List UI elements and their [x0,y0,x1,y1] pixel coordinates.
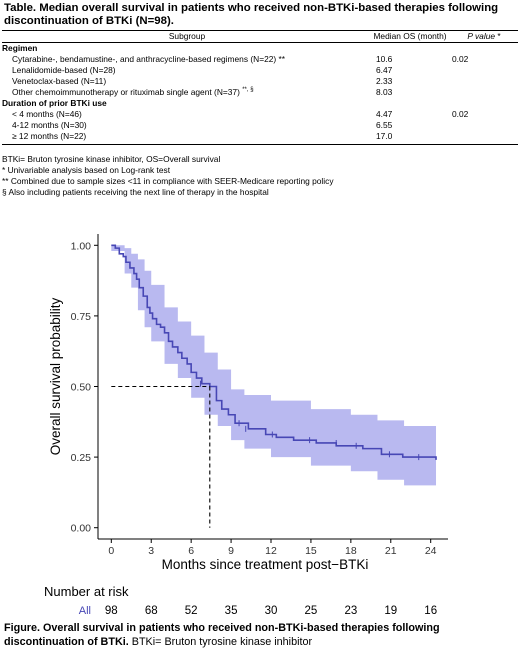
table-footnotes: BTKi= Bruton tyrosine kinase inhibitor, … [2,154,334,198]
table-row: Venetoclax-based (N=11) 2.33 [2,76,518,87]
footnote: BTKi= Bruton tyrosine kinase inhibitor, … [2,154,221,164]
y-tick-label: 0.50 [71,382,92,394]
row-os: 17.0 [376,131,393,141]
y-tick-label: 0.25 [71,452,92,464]
y-tick-label: 0.75 [71,311,92,323]
km-survival-chart: 0 3 6 9 12 15 18 21 24 0.00 0.25 0.50 0.75 1.00 Month… [44,234,448,617]
group-row-regimen: Regimen [2,43,518,54]
table-row: Other chemoimmunotherapy or rituximab si… [2,87,518,98]
table-bottom-rule [2,144,518,145]
table-header-rule [2,42,518,43]
group-row-duration: Duration of prior BTKi use [2,98,518,109]
row-os: 6.47 [376,65,393,75]
row-os: 2.33 [376,76,393,86]
footnote: § Also including patients receiving the … [2,187,269,197]
table-row: 4-12 months (N=30) 6.55 [2,120,518,131]
row-label: 4-12 months (N=30) [12,120,87,130]
x-tick-label: 6 [188,545,194,557]
survival-curve [111,244,437,460]
confidence-band [111,245,437,486]
row-p-value: 0.02 [452,54,469,64]
table-top-rule [2,30,518,31]
x-tick-label: 18 [345,545,357,557]
row-p-value: 0.02 [452,109,469,119]
risk-table-counts: 98 68 52 35 30 25 23 19 16 [105,605,437,617]
risk-count: 19 [384,605,397,617]
x-axis-title: Months since treatment post−BTKi [162,557,369,572]
table-row: < 4 months (N=46) 4.47 0.02 [2,109,518,120]
row-footnote-marks: **, § [242,87,254,94]
x-tick-label: 0 [108,545,114,557]
x-tick-label: 9 [228,545,234,557]
row-label-wrap: Other chemoimmunotherapy or rituximab si… [12,87,254,98]
risk-count: 98 [105,605,118,617]
risk-count: 16 [424,605,437,617]
axis-ticks: 0 3 6 9 12 15 18 21 24 0.00 0.25 0.50 0.75 1.00 [71,240,437,557]
header-p-value: P value * [450,31,518,42]
risk-table-strata-label: All [79,605,91,617]
table-row: Lenalidomide-based (N=28) 6.47 [2,65,518,76]
x-tick-label: 21 [385,545,397,557]
risk-count: 30 [265,605,278,617]
table-row: ≥ 12 months (N=22) 17.0 [2,131,518,142]
group-label: Regimen [2,43,38,53]
footnote: * Univariable analysis based on Log-rank… [2,165,171,175]
row-os: 6.55 [376,120,393,130]
median-reference-lines [111,385,211,528]
header-p-value-label: P value [467,31,496,41]
x-tick-label: 3 [148,545,154,557]
row-label: Cytarabine-, bendamustine-, and anthracy… [12,54,286,64]
table-header-row: Subgroup Median OS (month) P value * [2,31,518,42]
table-title: Table. Median overall survival in patien… [4,2,499,27]
risk-count: 25 [305,605,318,617]
row-os: 8.03 [376,87,393,97]
risk-count: 68 [145,605,158,617]
row-label: Other chemoimmunotherapy or rituximab si… [12,87,240,97]
row-os: 4.47 [376,109,393,119]
y-tick-label: 1.00 [71,240,92,252]
header-p-value-mark: * [495,31,501,41]
censor-marks [199,380,420,461]
risk-table-title: Number at risk [44,584,129,599]
row-label: < 4 months (N=46) [12,109,82,119]
y-tick-label: 0.00 [71,523,92,535]
header-subgroup: Subgroup [168,31,206,41]
risk-count: 35 [225,605,238,617]
figure-caption: Figure. Overall survival in patients who… [4,622,518,649]
figure-caption-note: BTKi= Bruton tyrosine kinase inhibitor [128,635,313,648]
risk-count: 52 [185,605,198,617]
group-label: Duration of prior BTKi use [2,98,107,108]
figure-caption-title: Figure. Overall survival in patients who… [4,622,440,648]
risk-count: 23 [344,605,357,617]
y-axis-title: Overall survival probability [48,297,63,455]
row-os: 10.6 [376,54,393,64]
x-tick-label: 12 [265,545,277,557]
header-median-os: Median OS (month) [373,31,447,41]
x-tick-label: 24 [425,545,437,557]
row-label: Lenalidomide-based (N=28) [12,65,116,75]
row-label: Venetoclax-based (N=11) [12,76,107,86]
table-row: Cytarabine-, bendamustine-, and anthracy… [2,54,518,65]
footnote: ** Combined due to sample sizes <11 in c… [2,176,334,186]
x-tick-label: 15 [305,545,317,557]
row-label: ≥ 12 months (N=22) [12,131,87,141]
